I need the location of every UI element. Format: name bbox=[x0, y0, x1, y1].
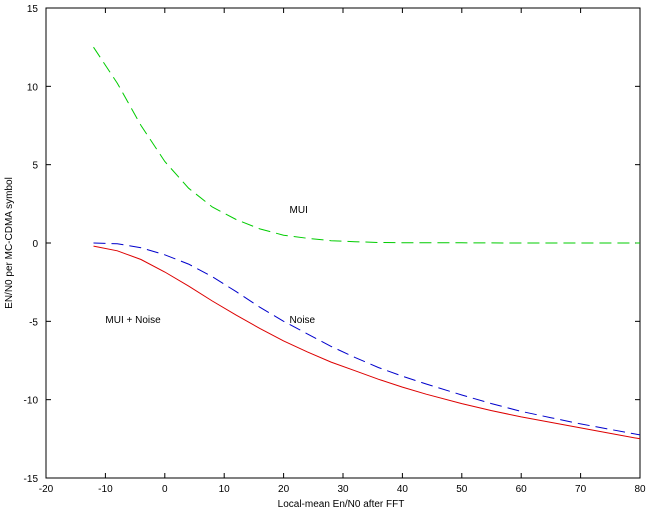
annotations: MUI Noise MUI + Noise bbox=[105, 205, 315, 326]
x-tick-label: 80 bbox=[634, 484, 646, 495]
y-tick-label: -5 bbox=[29, 317, 38, 328]
series-line-mui-noise bbox=[93, 245, 641, 440]
x-tick-label: 10 bbox=[219, 484, 231, 495]
x-tick-label: -20 bbox=[39, 484, 54, 495]
series-lines bbox=[93, 46, 641, 440]
x-tick-label: 60 bbox=[516, 484, 528, 495]
series-line-noise bbox=[93, 242, 641, 436]
y-tick-label: 15 bbox=[27, 4, 39, 15]
x-tick-label: 30 bbox=[337, 484, 349, 495]
x-tick-label: -10 bbox=[98, 484, 113, 495]
y-axis-label: EN/N0 per MC-CDMA symbol bbox=[4, 177, 15, 309]
x-tick-label: 70 bbox=[575, 484, 587, 495]
y-tick-label: 10 bbox=[27, 82, 39, 93]
annotation-label: MUI + Noise bbox=[105, 315, 161, 326]
series-line-mui bbox=[93, 46, 640, 244]
x-tick-label: 20 bbox=[278, 484, 290, 495]
y-tick-label: 0 bbox=[32, 239, 38, 250]
y-tick-label: -10 bbox=[24, 396, 39, 407]
x-axis-label: Local-mean En/N0 after FFT bbox=[278, 499, 405, 510]
x-tick-label: 0 bbox=[162, 484, 168, 495]
y-tick-label: 5 bbox=[32, 161, 38, 172]
annotation-label: MUI bbox=[290, 205, 308, 216]
x-tick-label: 40 bbox=[397, 484, 409, 495]
y-tick-label: -15 bbox=[24, 474, 39, 485]
axes: -20 -10 0 10 20 30 40 50 60 70 80 -15 -10 -5 0 5 10 15 bbox=[24, 4, 646, 495]
annotation-label: Noise bbox=[290, 315, 316, 326]
x-tick-label: 50 bbox=[456, 484, 468, 495]
